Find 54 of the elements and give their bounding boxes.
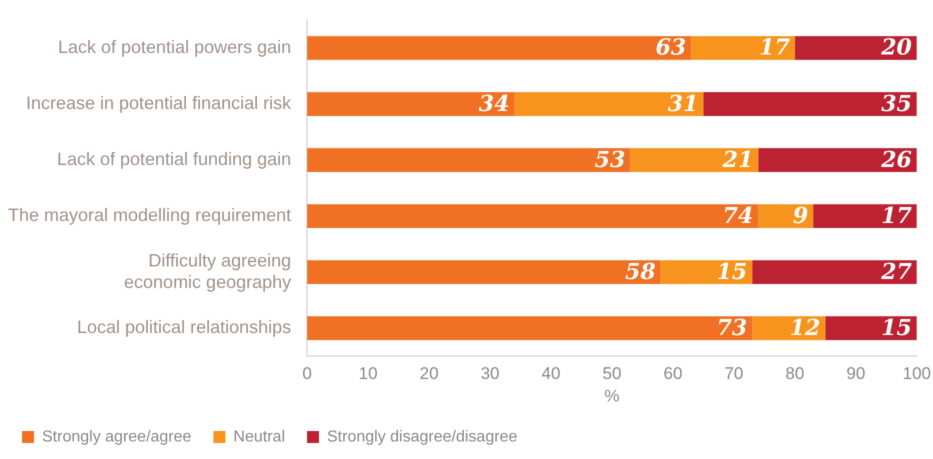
- y-tick-label: Local political relationships: [77, 317, 292, 338]
- bar: [703, 92, 917, 116]
- bar: [307, 148, 630, 172]
- bar: [307, 260, 661, 284]
- x-tick-label: 40: [542, 364, 560, 384]
- bar: [794, 36, 917, 60]
- data-label: 17: [881, 202, 912, 229]
- x-tick-label: 50: [602, 364, 622, 384]
- data-label: 31: [668, 90, 698, 117]
- data-label: 63: [656, 34, 686, 61]
- data-label: 35: [881, 90, 912, 117]
- data-label: 20: [880, 34, 912, 61]
- data-label: 15: [716, 258, 748, 285]
- bar: [307, 92, 514, 116]
- x-tick-label: 30: [480, 364, 500, 384]
- bar: [752, 260, 917, 284]
- legend-label: Strongly disagree/disagree: [327, 428, 518, 446]
- bar: [307, 204, 758, 228]
- bar: [514, 92, 704, 116]
- data-label: 53: [594, 146, 626, 173]
- y-tick-label: Increase in potential financial risk: [26, 93, 292, 114]
- legend-label: Strongly agree/agree: [42, 428, 192, 446]
- y-tick-label: Difficulty agreeing economic geography: [124, 250, 292, 292]
- x-tick-label: 70: [724, 364, 744, 384]
- data-label: 21: [722, 146, 754, 173]
- data-label: 27: [880, 258, 912, 285]
- x-axis-title: %: [604, 386, 620, 406]
- y-tick-label: The mayoral modelling requirement: [8, 205, 292, 226]
- data-label: 73: [716, 314, 748, 341]
- bar: [307, 316, 752, 340]
- x-tick-label: 20: [420, 364, 439, 384]
- data-label: 17: [759, 34, 791, 61]
- x-tick-label: 0: [302, 364, 312, 384]
- data-label: 74: [722, 202, 754, 229]
- data-label: 9: [792, 202, 808, 229]
- bar: [813, 204, 917, 228]
- x-tick-label: 60: [663, 364, 682, 384]
- bar: [630, 148, 758, 172]
- data-label: 34: [478, 90, 510, 117]
- y-tick-label: Lack of potential powers gain: [58, 36, 292, 57]
- bar: [307, 36, 692, 60]
- data-label: 58: [625, 258, 656, 285]
- y-tick-label: Lack of potential funding gain: [56, 149, 292, 170]
- data-label: 15: [881, 314, 912, 341]
- bar: [758, 148, 917, 172]
- bar: [660, 260, 752, 284]
- x-tick-label: 80: [785, 364, 804, 384]
- bar: [691, 36, 795, 60]
- data-label: 26: [880, 146, 912, 173]
- legend-label: Neutral: [233, 428, 286, 446]
- x-tick-label: 90: [846, 364, 866, 384]
- data-label: 12: [790, 314, 820, 341]
- x-tick-label: 10: [358, 364, 378, 384]
- x-tick-label: 100: [902, 364, 932, 384]
